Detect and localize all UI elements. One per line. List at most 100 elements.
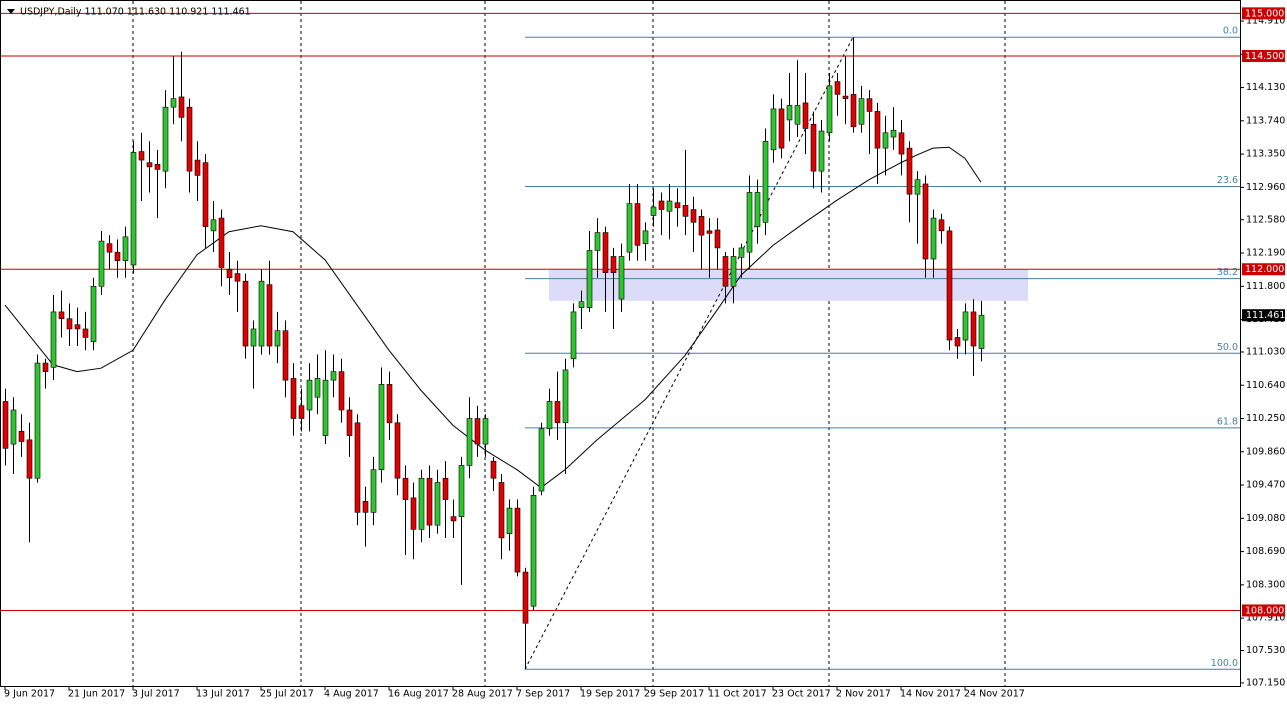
x-tick-label: 23 Oct 2017 [772,689,831,700]
candle-body [570,311,577,360]
candle-body [130,152,137,266]
candle-body [74,324,81,330]
x-tick-label: 28 Aug 2017 [452,689,513,700]
candle-body [290,378,297,419]
candle-body [226,268,233,279]
y-tick-label: 109.470 [1246,480,1285,491]
candle-body [114,251,121,262]
menu-icon [7,9,15,14]
candle-body [554,401,561,424]
x-tick-label: 11 Oct 2017 [708,689,767,700]
candle-body [962,311,969,341]
candle-body [338,371,345,411]
candle-body [922,183,929,260]
level-label-box [1242,49,1285,62]
candle-body [562,369,569,424]
candle-body [170,98,177,108]
candle-body [258,280,265,347]
level-label: 114.500 [1245,51,1284,62]
x-tick-label: 21 Jun 2017 [68,689,125,700]
candle-body [2,401,9,449]
y-tick-label: 113.350 [1246,149,1285,160]
candle-body [370,469,377,513]
candle-body [978,314,985,349]
fib-label: 50.0 [1217,342,1238,353]
candle-body [442,477,449,500]
candle-body [970,311,977,347]
level-label: 108.000 [1245,605,1284,616]
chart-title: USDJPY,Daily 111.070 111.630 110.921 111… [20,7,251,18]
y-tick-label: 107.530 [1246,645,1285,656]
candle-body [738,247,745,258]
candle-body [834,81,841,95]
candle-body [82,328,89,338]
candle-body [202,162,209,227]
candle-body [186,106,193,172]
x-tick-label: 25 Jul 2017 [260,689,314,700]
candle-body [874,111,881,149]
level-label: 115.000 [1245,8,1284,19]
y-tick-label: 112.190 [1246,248,1285,259]
candle-body [514,507,521,573]
candle-body [386,384,393,424]
candle-body [450,516,457,522]
y-tick-label: 112.580 [1246,214,1285,225]
candle-body [178,96,185,118]
candle-body [18,431,25,442]
candle-body [746,192,753,253]
x-tick-label: 13 Jul 2017 [196,689,250,700]
candle-body [674,202,681,209]
candle-body [474,418,481,445]
y-tick-label: 110.250 [1246,413,1285,424]
candle-body [602,232,609,273]
candle-body [730,256,737,287]
candle-body [906,147,913,195]
candle-body [354,422,361,513]
candle-body [706,230,713,234]
candle-body [618,256,625,300]
candle-body [154,164,161,170]
fib-label: 61.8 [1217,416,1238,427]
level-label: 112.000 [1245,264,1284,275]
candle-body [882,132,889,149]
x-tick-label: 14 Nov 2017 [900,689,961,700]
candle-body [314,378,321,398]
candle-body [826,85,833,134]
candle-body [346,409,353,436]
candle-body [466,418,473,466]
y-tick-label: 111.030 [1246,346,1285,357]
candle-body [218,217,225,268]
candle-body [586,250,593,308]
bid-label: 111.461 [1246,310,1285,321]
candle-body [594,232,601,251]
candle-body [538,428,545,492]
candle-body [890,129,897,138]
x-tick-label: 4 Aug 2017 [324,689,379,700]
x-tick-label: 16 Aug 2017 [388,689,449,700]
candle-body [322,379,329,436]
candle-body [858,98,865,125]
x-tick-label: 19 Sep 2017 [580,689,640,700]
candle-body [522,571,529,624]
y-tick-label: 108.300 [1246,579,1285,590]
candle-body [914,179,921,195]
candle-body [210,219,217,232]
candle-body [666,200,673,212]
candle-body [10,409,17,445]
candle-body [66,318,73,330]
candle-body [418,477,425,530]
candle-body [850,94,857,128]
y-tick-label: 109.080 [1246,513,1285,524]
x-tick-label: 3 Jul 2017 [132,689,180,700]
candle-body [898,132,905,155]
candle-body [138,151,145,161]
x-tick-label: 9 Jun 2017 [4,689,55,700]
candle-body [794,105,801,125]
plot-frame [0,0,1241,687]
candle-body [938,219,945,232]
candle-body [362,500,369,513]
fib-label: 100.0 [1211,658,1238,669]
candle-body [122,236,129,262]
